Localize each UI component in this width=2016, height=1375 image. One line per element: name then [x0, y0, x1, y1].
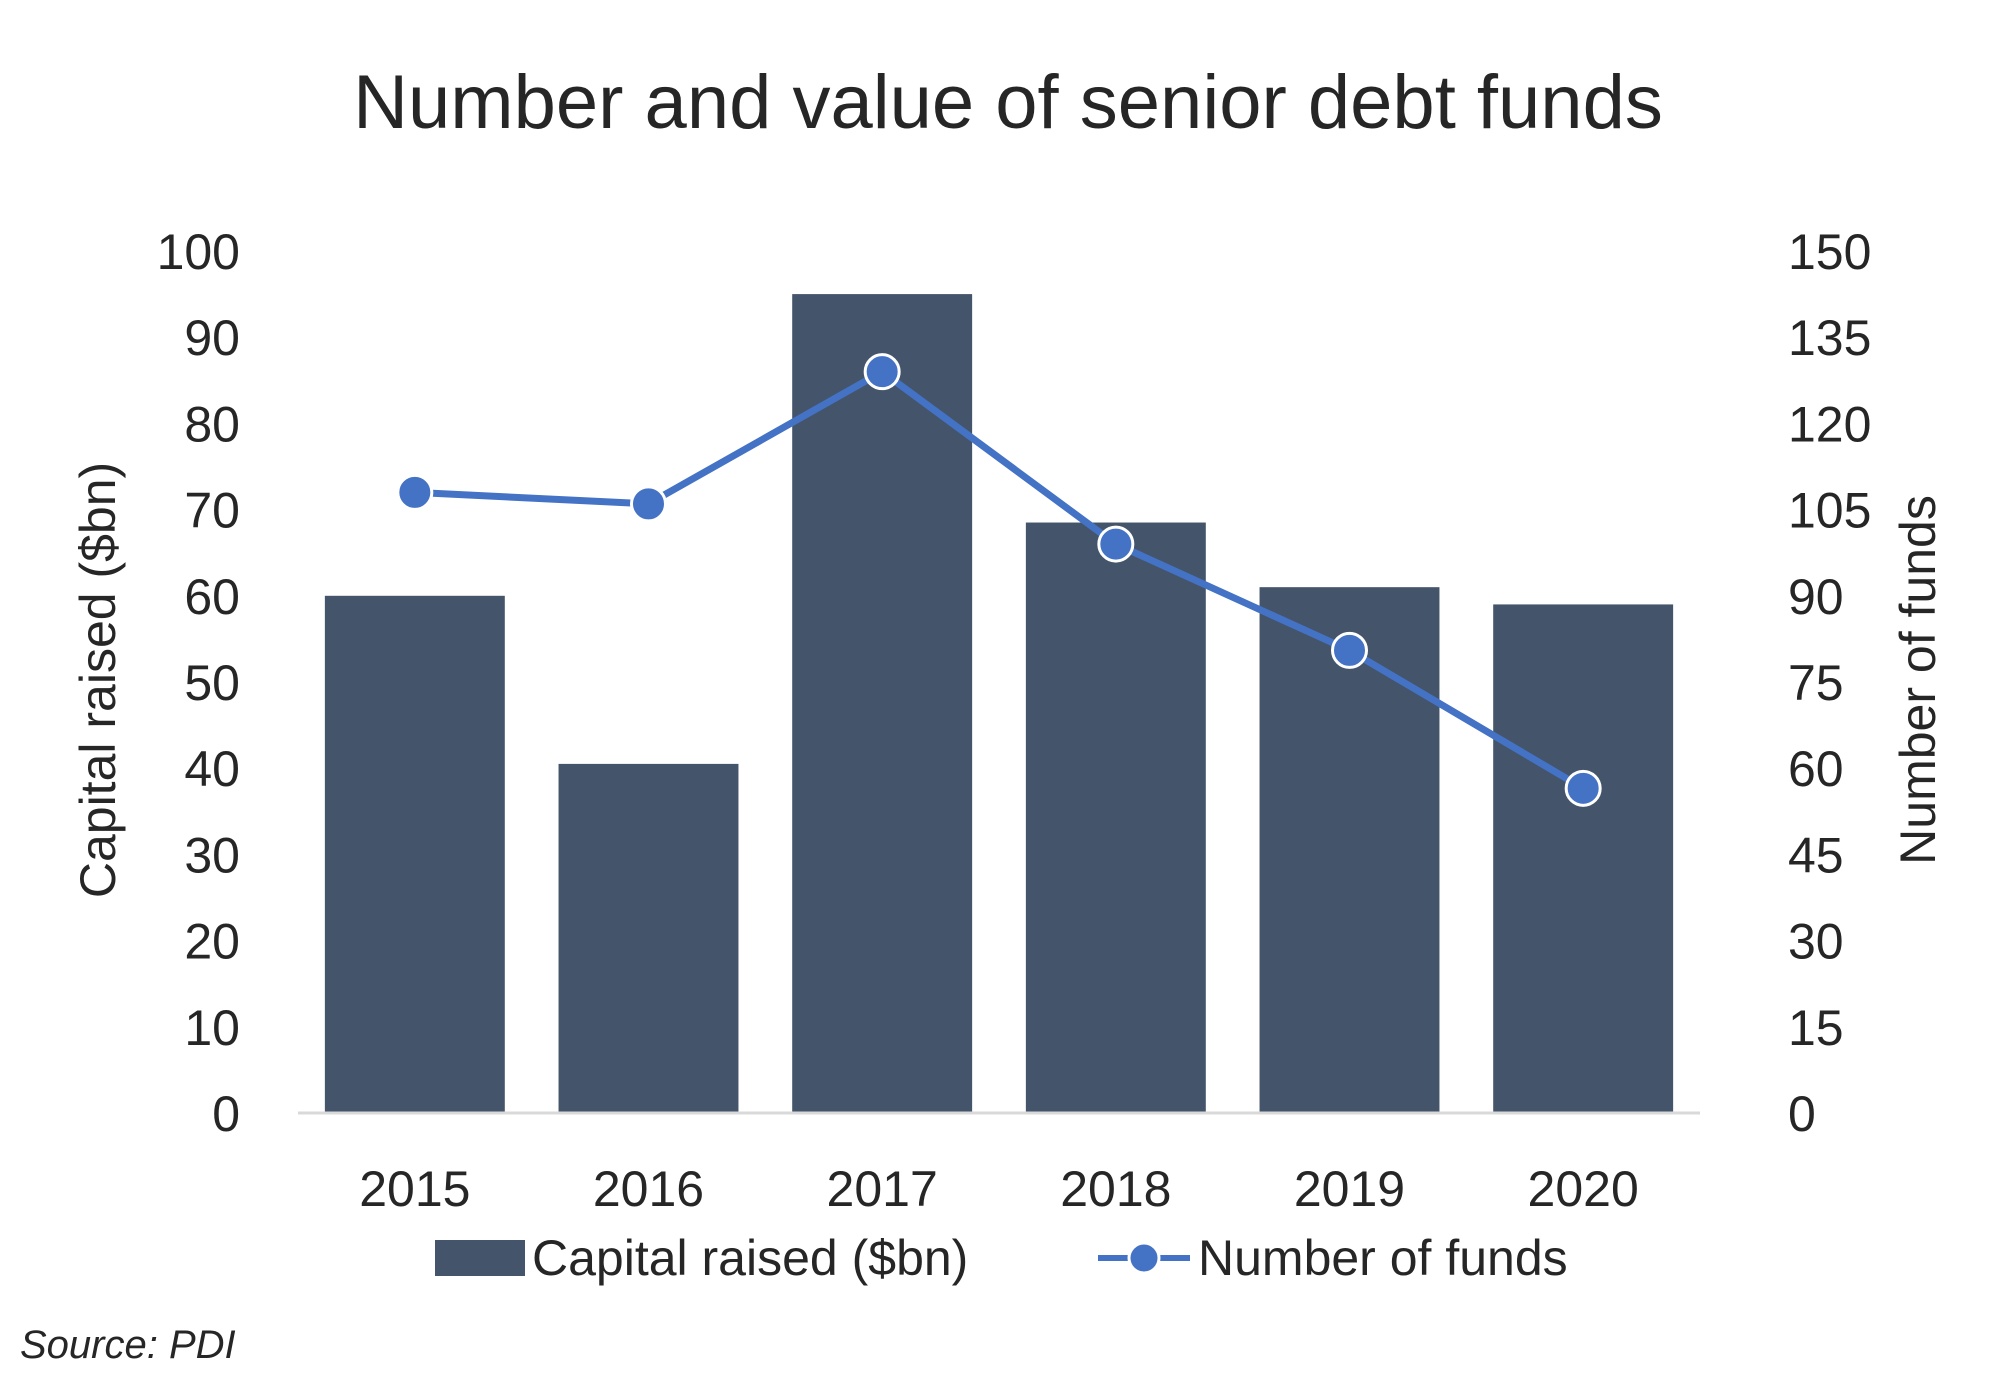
line-path — [414, 368, 1585, 792]
legend-swatch-marker — [1127, 1241, 1161, 1275]
x-tick-label: 2015 — [359, 1161, 470, 1217]
right-axis-title: Number of funds — [1890, 495, 1946, 865]
x-tick-label: 2017 — [827, 1161, 938, 1217]
bar-2019 — [1259, 587, 1440, 1113]
x-tick-label: 2018 — [1060, 1161, 1171, 1217]
legend-label-bar: Capital raised ($bn) — [532, 1230, 968, 1286]
right-tick-label: 120 — [1788, 396, 1871, 452]
left-tick-label: 90 — [184, 310, 240, 366]
line-series — [396, 353, 1602, 807]
left-axis: 0 10 20 30 40 50 60 70 80 90 100 — [157, 224, 240, 1142]
left-tick-label: 50 — [184, 655, 240, 711]
bar-2015 — [324, 595, 505, 1113]
bar-series — [324, 294, 1674, 1114]
right-tick-label: 90 — [1788, 569, 1844, 625]
right-tick-label: 0 — [1788, 1086, 1816, 1142]
left-tick-label: 40 — [184, 741, 240, 797]
right-tick-label: 15 — [1788, 1000, 1844, 1056]
line-point-2020 — [1564, 769, 1602, 807]
left-tick-label: 80 — [184, 396, 240, 452]
right-tick-label: 105 — [1788, 483, 1871, 539]
x-tick-label: 2016 — [593, 1161, 704, 1217]
bar-2016 — [558, 763, 739, 1113]
left-tick-label: 100 — [157, 224, 240, 280]
right-tick-label: 60 — [1788, 741, 1844, 797]
legend-swatch-bar — [435, 1240, 525, 1276]
left-tick-label: 60 — [184, 569, 240, 625]
legend: Capital raised ($bn) Number of funds — [435, 1230, 1568, 1286]
bar-2020 — [1493, 604, 1674, 1113]
right-tick-label: 45 — [1788, 827, 1844, 883]
right-tick-label: 30 — [1788, 914, 1844, 970]
left-tick-label: 0 — [212, 1086, 240, 1142]
line-point-2016 — [630, 485, 667, 523]
left-tick-label: 20 — [184, 914, 240, 970]
bar-2018 — [1025, 522, 1206, 1113]
right-tick-label: 75 — [1788, 655, 1844, 711]
bar-2017 — [792, 294, 973, 1114]
line-point-2015 — [396, 473, 434, 511]
right-axis: 0 15 30 45 60 75 90 105 120 135 150 — [1788, 224, 1871, 1142]
left-tick-label: 30 — [184, 827, 240, 883]
right-tick-label: 150 — [1788, 224, 1871, 280]
right-tick-label: 135 — [1788, 310, 1871, 366]
left-tick-label: 70 — [184, 483, 240, 539]
line-point-2018 — [1097, 525, 1135, 563]
line-point-2017 — [863, 353, 901, 391]
x-axis: 2015 2016 2017 2018 2019 2020 — [359, 1161, 1639, 1217]
line-point-2019 — [1331, 631, 1368, 669]
chart-title: Number and value of senior debt funds — [353, 60, 1663, 145]
legend-label-line: Number of funds — [1198, 1230, 1568, 1286]
left-axis-title: Capital raised ($bn) — [70, 462, 126, 898]
x-tick-label: 2019 — [1294, 1161, 1405, 1217]
left-tick-label: 10 — [184, 1000, 240, 1056]
source-note: Source: PDI — [20, 1323, 236, 1367]
x-tick-label: 2020 — [1528, 1161, 1639, 1217]
